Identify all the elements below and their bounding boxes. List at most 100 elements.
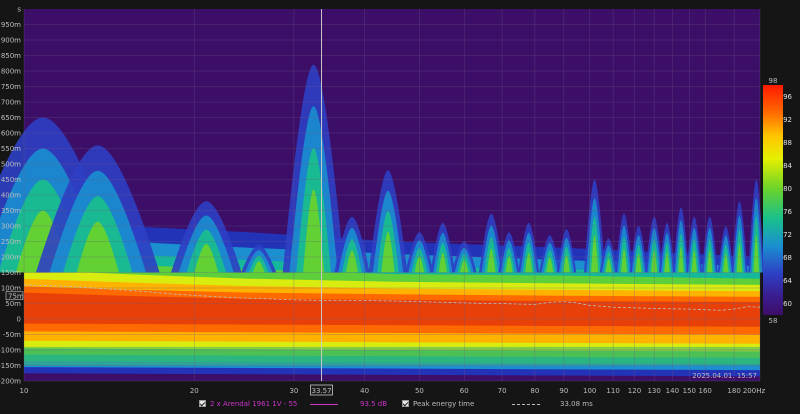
decay-ridge-22-layer-3 <box>691 250 697 273</box>
y-tick-label: 450m <box>1 176 21 184</box>
colorbar-tick-label: 64 <box>783 277 792 285</box>
cursor-readout: 33.57 <box>310 384 333 396</box>
decay-ridge-10-layer-3 <box>487 248 496 273</box>
decay-ridge-25-layer-3 <box>736 244 743 273</box>
decay-ridge-14-layer-3 <box>563 255 570 273</box>
x-tick-label: 30 <box>289 387 298 395</box>
decay-ridge-24-layer-3 <box>723 253 729 273</box>
timestamp: 2025.04.01. 15:57 <box>692 372 757 380</box>
x-tick-label: 130 <box>647 387 660 395</box>
cursor-readout-label: 33.57 <box>312 387 332 395</box>
y-tick-label: 150m <box>1 269 21 277</box>
x-tick-label: 160 <box>698 387 711 395</box>
decay-ridge-20-layer-3 <box>664 252 670 273</box>
decay-ridge-11-layer-3 <box>505 256 513 273</box>
plot-area[interactable] <box>0 9 765 382</box>
y-tick-label: 200m <box>1 254 21 262</box>
colorbar-gradient <box>763 85 783 315</box>
y-tick-label: 300m <box>1 223 21 231</box>
y-tick-label: 900m <box>1 37 21 45</box>
y-tick-label: 650m <box>1 114 21 122</box>
y-tick-label: 750m <box>1 83 21 91</box>
decay-ridge-12-layer-3 <box>525 252 533 273</box>
energy-band-7 <box>24 292 760 327</box>
x-axis-ticks: 10 20 30 40 50 60 70 80 90 100 110 120 130 140 150 160 1… <box>20 387 766 395</box>
series-checkbox[interactable] <box>199 400 206 407</box>
y-tick-label: 350m <box>1 207 21 215</box>
colorbar: 98 58 96 92 88 84 80 76 72 68 64 60 <box>763 77 793 325</box>
decay-ridge-13-layer-3 <box>546 257 554 273</box>
decay-ridge-1-layer-3 <box>76 221 119 273</box>
x-tick-label: 120 <box>628 387 641 395</box>
x-tick-label: 140 <box>666 387 679 395</box>
x-tick-label: 100 <box>583 387 596 395</box>
y-tick-label: 700m <box>1 99 21 107</box>
peak-energy-label: Peak energy time <box>413 400 475 408</box>
y-tick-label: 950m <box>1 21 21 29</box>
y-tick-label: 0 <box>17 316 21 324</box>
colorbar-tick-label: 76 <box>783 208 792 216</box>
x-tick-label: 180 <box>727 387 740 395</box>
decay-ridge-5-layer-3 <box>346 250 358 273</box>
legend-bar: 2 x Arendal 1961 1V - 55 93.5 dB Peak en… <box>0 396 800 414</box>
y-tick-label: 800m <box>1 68 21 76</box>
spectrogram-chart: s950m900m850m800m750m700m650m600m550m500… <box>0 5 793 396</box>
y-tick-label: 100m <box>1 285 21 293</box>
colorbar-min-label: 58 <box>769 317 778 325</box>
x-tick-label: 60 <box>460 387 469 395</box>
decay-ridge-21-layer-3 <box>678 246 684 273</box>
y-tick-label: s <box>17 6 21 14</box>
x-tick-label: 90 <box>559 387 568 395</box>
y-tick-label: 250m <box>1 238 21 246</box>
grid-lines <box>23 9 761 382</box>
y-marker-label: 75m <box>8 292 24 300</box>
y-axis-ticks: s 950m 900m 850m 800m 750m 700m 650m 600m 550m 500… <box>0 6 21 386</box>
y-tick-label: -50m <box>3 331 21 339</box>
y-tick-label: -100m <box>0 347 21 355</box>
colorbar-tick-label: 96 <box>783 93 792 101</box>
x-tick-label: 50 <box>415 387 424 395</box>
colorbar-tick-label: 68 <box>783 254 792 262</box>
decay-ridge-4-layer-3 <box>303 189 325 273</box>
x-tick-label: 40 <box>360 387 369 395</box>
colorbar-tick-label: 84 <box>783 162 792 170</box>
y-tick-label: 550m <box>1 145 21 153</box>
colorbar-tick-label: 88 <box>783 139 792 147</box>
colorbar-tick-label: 80 <box>783 185 792 193</box>
x-tick-label: 70 <box>498 387 507 395</box>
decay-ridge-23-layer-3 <box>707 250 713 273</box>
decay-ridge-6-layer-3 <box>381 231 395 273</box>
y-tick-label: 400m <box>1 192 21 200</box>
y-tick-label: -200m <box>0 378 21 386</box>
peak-energy-time-line <box>23 284 761 311</box>
peak-energy-value: 33.08 ms <box>560 400 593 408</box>
y-tick-label: -150m <box>0 362 21 370</box>
y-tick-label: 850m <box>1 52 21 60</box>
peak-energy-checkbox[interactable] <box>402 400 409 407</box>
x-tick-label: 110 <box>606 387 619 395</box>
x-tick-label: 10 <box>20 387 29 395</box>
colorbar-tick-label: 72 <box>783 231 792 239</box>
peak-energy-swatch <box>512 404 540 405</box>
decay-ridge-18-layer-3 <box>635 253 642 273</box>
decay-ridge-17-layer-3 <box>621 248 627 273</box>
series-value: 93.5 dB <box>360 400 388 408</box>
energy-tail-band <box>24 346 760 366</box>
decay-ridge-2-layer-3 <box>194 244 219 273</box>
colorbar-max-label: 98 <box>769 77 778 85</box>
series-color-swatch <box>310 404 338 405</box>
y-marker: 75m <box>5 291 24 300</box>
decay-ridge-8-layer-3 <box>438 252 447 273</box>
y-tick-label: 50m <box>5 300 21 308</box>
colorbar-tick-label: 60 <box>783 300 792 308</box>
x-tick-label: 80 <box>530 387 539 395</box>
energy-bands <box>24 216 760 377</box>
decay-ridge-16-layer-3 <box>605 258 612 273</box>
x-tick-label: 20 <box>190 387 199 395</box>
decay-ridge-3-layer-3 <box>252 261 265 273</box>
y-tick-label: 500m <box>1 161 21 169</box>
x-tick-label: 200Hz <box>743 387 766 395</box>
decay-ridge-26-layer-3 <box>753 235 759 273</box>
y-tick-label: 600m <box>1 130 21 138</box>
series-name: 2 x Arendal 1961 1V - 55 <box>210 400 298 408</box>
